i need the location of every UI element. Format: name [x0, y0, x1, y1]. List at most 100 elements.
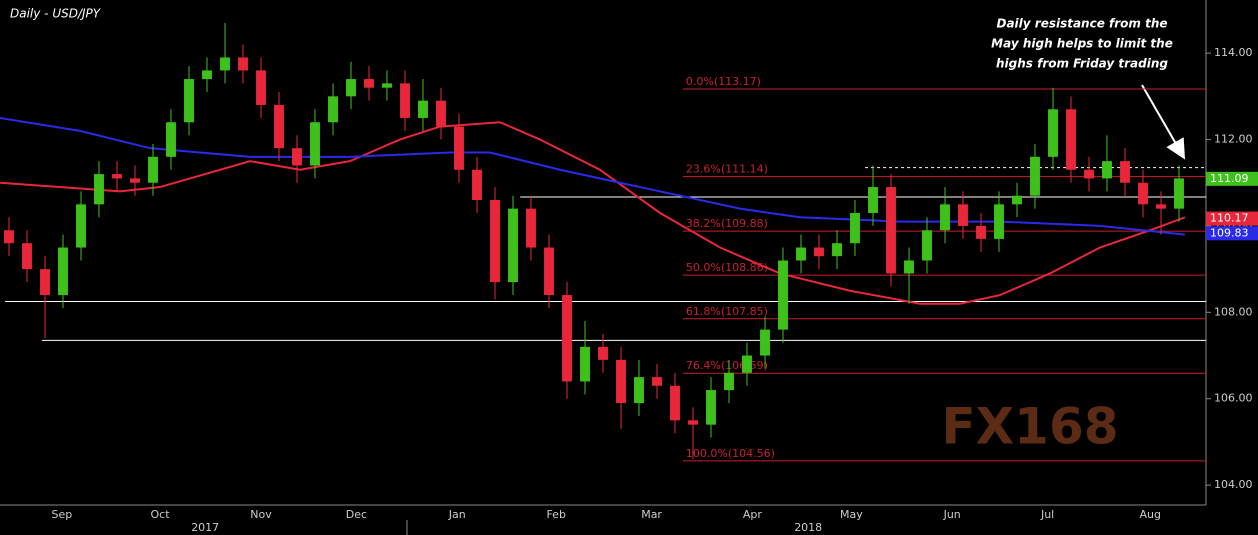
candle-body [796, 247, 806, 261]
x-tick-label: May [840, 508, 863, 521]
x-tick-label: Sep [52, 508, 73, 521]
candle-body [1174, 178, 1184, 209]
candle-body [616, 359, 626, 404]
x-tick-label: Apr [743, 508, 763, 521]
year-label: 2018 [794, 521, 822, 534]
price-tag [1206, 171, 1258, 186]
level-label: 100.0%(104.56) [686, 447, 775, 460]
level-label: 38.2%(109.88) [686, 217, 768, 230]
candle-body [472, 169, 482, 201]
x-tick-label: Nov [250, 508, 272, 521]
y-tick-label: 106.00 [1214, 392, 1253, 405]
candle-body [526, 208, 536, 248]
candle-body [94, 174, 104, 205]
level-label: 50.0%(108.86) [686, 261, 768, 274]
chart-title: Daily - USD/JPY [10, 7, 102, 21]
candle-body [328, 96, 338, 123]
level-label: 23.6%(111.14) [686, 163, 768, 176]
candle-body [1120, 161, 1130, 183]
candle-body [400, 83, 410, 118]
candle-body [76, 204, 86, 248]
candle-body [274, 104, 284, 149]
annotation-text: Daily resistance from the [996, 17, 1167, 31]
price-tag-label: 110.17 [1210, 212, 1249, 225]
y-tick-label: 112.00 [1214, 133, 1253, 146]
candle-body [598, 346, 608, 360]
x-tick-label: Oct [151, 508, 171, 521]
candle-body [346, 79, 356, 97]
candle-body [670, 385, 680, 421]
candle-body [814, 247, 824, 257]
candle-body [508, 208, 518, 283]
candle-body [724, 372, 734, 391]
level-label: 0.0%(113.17) [686, 75, 761, 88]
candle-body [688, 420, 698, 425]
x-tick-label: Aug [1139, 508, 1160, 521]
candle-body [22, 243, 32, 270]
candle-body [580, 346, 590, 382]
candle-body [958, 204, 968, 226]
candle-body [562, 295, 572, 382]
price-tag-label: 111.09 [1210, 172, 1249, 185]
candle-body [454, 126, 464, 170]
annotation-text: highs from Friday trading [996, 57, 1168, 71]
candle-body [544, 247, 554, 296]
candle-body [1030, 156, 1040, 196]
candle-body [886, 187, 896, 274]
price-tag [1206, 226, 1258, 241]
candle-body [4, 230, 14, 244]
candle-body [634, 377, 644, 404]
candle-body [994, 204, 1004, 239]
candle-body [364, 79, 374, 88]
candle-body [490, 200, 500, 283]
candle-body [112, 174, 122, 179]
candle-body [1048, 109, 1058, 157]
candle-body [202, 70, 212, 80]
candle-body [220, 57, 230, 71]
candle-body [40, 269, 50, 296]
candle-body [652, 377, 662, 386]
candle-body [310, 122, 320, 166]
x-tick-label: Dec [346, 508, 367, 521]
moving-average [0, 121, 1186, 305]
candle-body [1156, 204, 1166, 209]
candle-body [1012, 195, 1022, 205]
annotation-text: May high helps to limit the [991, 37, 1173, 51]
candle-body [1138, 182, 1148, 205]
candle-body [922, 230, 932, 261]
candle-body [436, 100, 446, 127]
year-label: 2017 [191, 521, 219, 534]
annotation-arrow [1141, 84, 1186, 160]
x-tick-label: Jan [448, 508, 466, 521]
x-tick-label: Feb [546, 508, 565, 521]
candle-body [1102, 161, 1112, 179]
candle-body [1066, 109, 1076, 170]
candle-body [58, 247, 68, 296]
candle-body [760, 329, 770, 356]
price-tag-label: 109.83 [1210, 226, 1249, 239]
candle-body [850, 212, 860, 244]
price-tag [1206, 211, 1258, 226]
watermark: FX168 [941, 398, 1118, 456]
candle-body [706, 390, 716, 425]
candle-body [940, 204, 950, 231]
candle-body [742, 355, 752, 373]
candle-body [1084, 169, 1094, 179]
x-tick-label: Jun [943, 508, 961, 521]
x-tick-label: Jul [1040, 508, 1054, 521]
candle-body [382, 83, 392, 88]
candle-body [130, 178, 140, 183]
candle-body [868, 187, 878, 213]
y-tick-label: 114.00 [1214, 46, 1253, 59]
candle-body [166, 122, 176, 157]
y-tick-label: 108.00 [1214, 305, 1253, 318]
y-tick-label: 104.00 [1214, 478, 1253, 491]
candle-body [778, 260, 788, 330]
candle-body [238, 57, 248, 71]
candle-body [184, 79, 194, 123]
candle-body [418, 100, 428, 118]
x-tick-label: Mar [641, 508, 662, 521]
candle-body [904, 260, 914, 274]
candle-body [292, 148, 302, 166]
